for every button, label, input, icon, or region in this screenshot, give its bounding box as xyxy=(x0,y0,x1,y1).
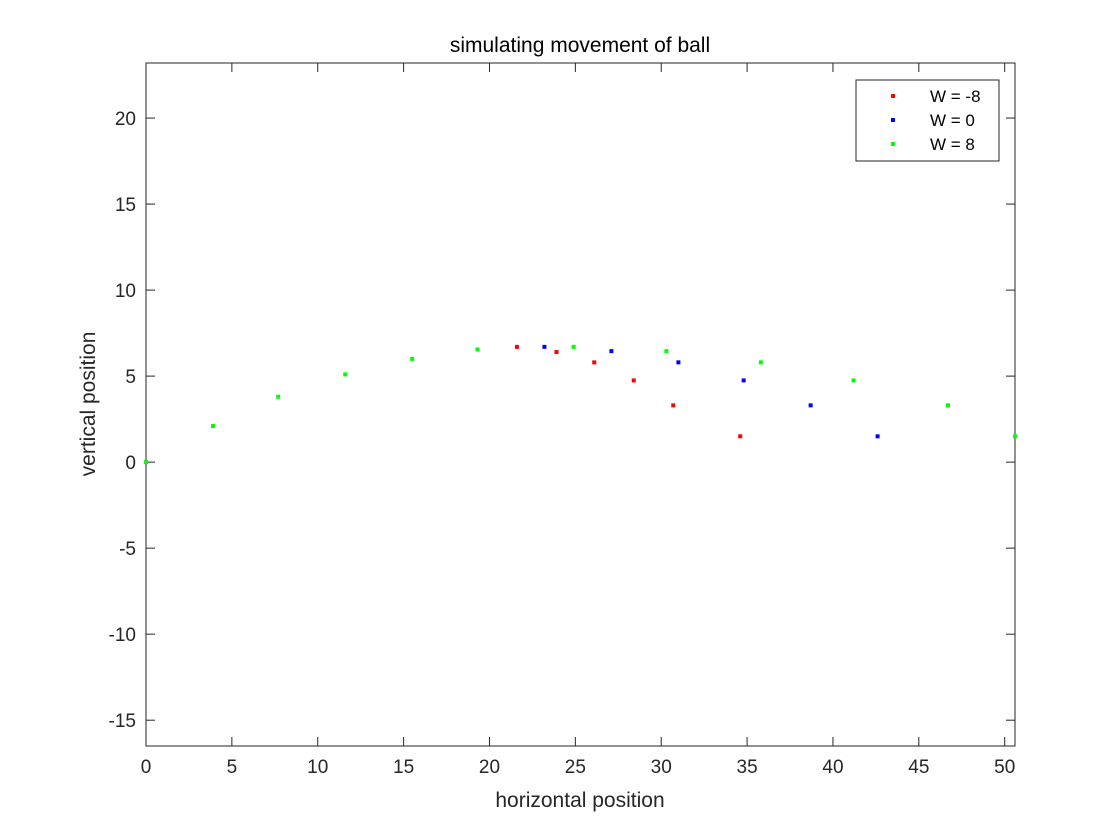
legend-marker xyxy=(891,118,895,122)
x-axis-label: horizontal position xyxy=(495,789,664,812)
data-point-series-1 xyxy=(631,378,636,383)
data-point-series-2 xyxy=(808,403,813,408)
y-tick-label: 20 xyxy=(115,109,136,130)
data-point-series-2 xyxy=(741,378,746,383)
legend: W = -8 W = 0 W = 8 xyxy=(855,79,1000,162)
y-tick-label: -10 xyxy=(109,625,136,646)
y-tick-label: 0 xyxy=(125,453,136,474)
x-axis-ticks: 0 5 10 15 20 25 30 35 40 45 50 xyxy=(141,63,1015,778)
data-point-series-3 xyxy=(410,356,415,361)
legend-entries: W = -8 W = 0 W = 8 xyxy=(891,87,981,154)
x-tick-label: 35 xyxy=(737,757,758,778)
data-point-series-3 xyxy=(475,347,480,352)
plot-area: 0 5 10 15 20 25 30 35 40 45 50 -15 -10 -5 0 5 10 15 20 xyxy=(109,62,1017,778)
y-tick-label: 15 xyxy=(115,195,136,216)
data-point-series-2 xyxy=(875,434,880,439)
y-tick-label: -5 xyxy=(119,539,136,560)
legend-label: W = -8 xyxy=(930,87,981,106)
data-points xyxy=(144,344,1017,465)
x-tick-label: 45 xyxy=(908,757,929,778)
x-tick-label: 30 xyxy=(651,757,672,778)
data-point-series-1 xyxy=(592,360,597,365)
data-point-series-3 xyxy=(664,349,669,354)
x-tick-label: 5 xyxy=(227,757,238,778)
data-point-series-2 xyxy=(542,344,547,349)
y-tick-label: 5 xyxy=(125,367,136,388)
data-point-series-3 xyxy=(210,424,215,429)
x-tick-label: 50 xyxy=(994,757,1015,778)
data-point-series-2 xyxy=(609,349,614,354)
data-point-series-3 xyxy=(571,344,576,349)
data-point-series-3 xyxy=(946,403,951,408)
y-tick-label: 10 xyxy=(115,281,136,302)
data-point-series-3 xyxy=(851,378,856,383)
data-point-series-1 xyxy=(671,403,676,408)
chart-title: simulating movement of ball xyxy=(450,34,710,57)
legend-box xyxy=(855,79,1000,162)
data-point-series-2 xyxy=(676,360,681,365)
data-point-series-1 xyxy=(738,434,743,439)
x-tick-label: 10 xyxy=(307,757,328,778)
data-point-series-3 xyxy=(343,372,348,377)
data-point-series-1 xyxy=(514,344,519,349)
x-tick-label: 25 xyxy=(565,757,586,778)
legend-marker xyxy=(891,142,895,146)
y-tick-label: -15 xyxy=(109,711,136,732)
y-axis-ticks: -15 -10 -5 0 5 10 15 20 xyxy=(109,109,1015,732)
x-tick-label: 15 xyxy=(393,757,414,778)
y-axis-label: vertical position xyxy=(77,332,100,477)
legend-label: W = 8 xyxy=(930,135,975,154)
data-point-series-3 xyxy=(276,394,281,399)
x-tick-label: 40 xyxy=(822,757,843,778)
data-point-series-3 xyxy=(758,360,763,365)
data-point-series-3 xyxy=(1013,434,1017,439)
data-point-series-3 xyxy=(144,460,148,465)
x-tick-label: 0 xyxy=(141,757,152,778)
axes-box xyxy=(145,62,1016,747)
legend-marker xyxy=(891,94,895,98)
legend-label: W = 0 xyxy=(930,111,975,130)
x-tick-label: 20 xyxy=(479,757,500,778)
data-point-series-1 xyxy=(554,350,559,355)
